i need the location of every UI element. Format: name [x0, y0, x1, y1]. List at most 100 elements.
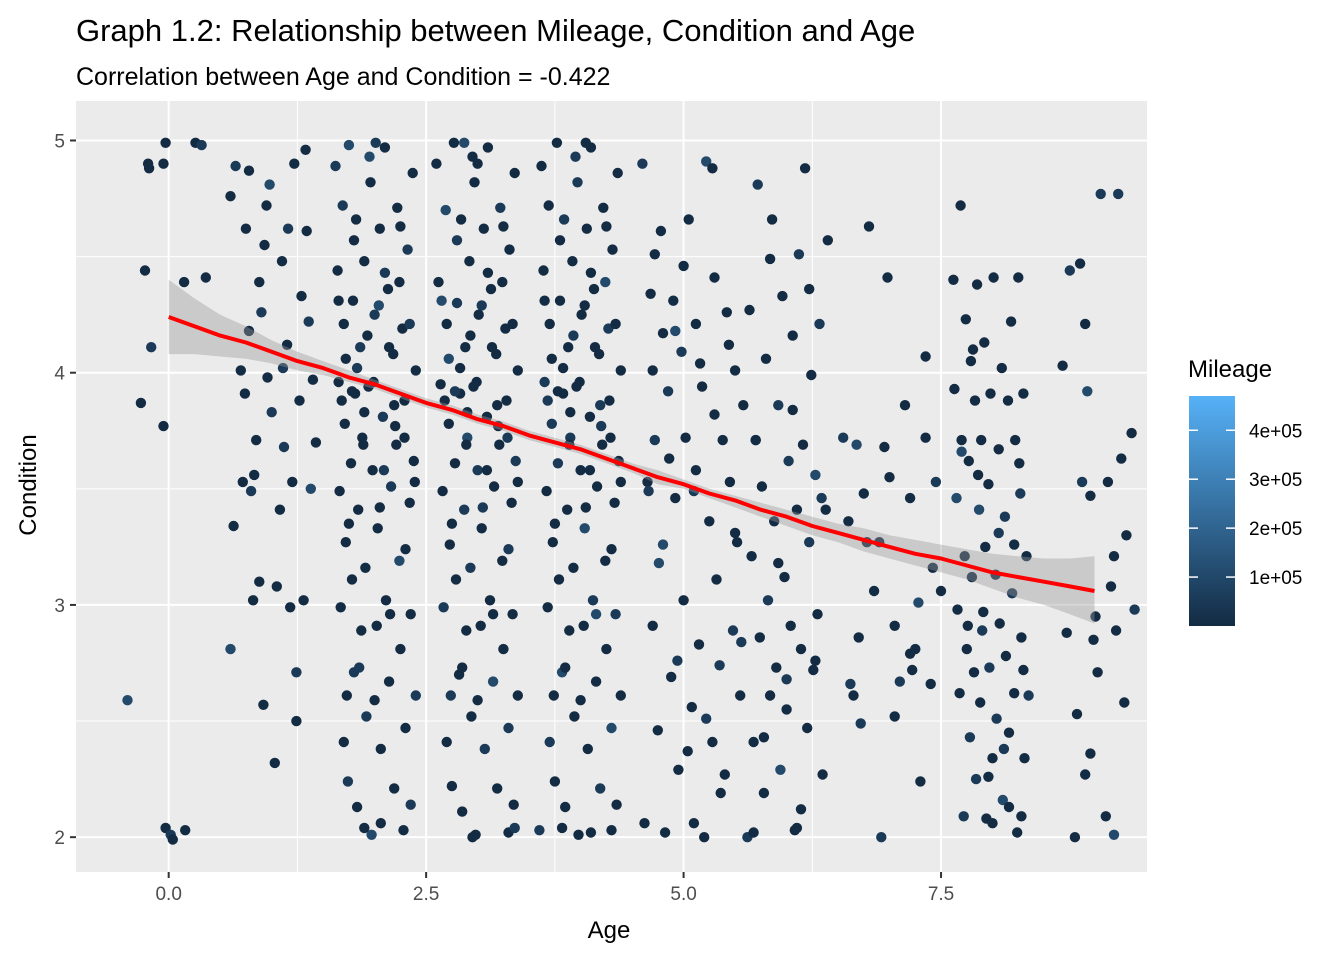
data-point	[752, 179, 763, 190]
data-point	[448, 137, 460, 148]
data-point	[374, 502, 385, 513]
data-point	[449, 386, 461, 397]
data-point	[590, 676, 602, 687]
data-point	[372, 523, 383, 534]
data-point	[585, 827, 597, 838]
data-point	[549, 776, 561, 787]
data-point	[659, 827, 671, 838]
data-point	[642, 476, 653, 488]
data-point	[476, 523, 487, 534]
data-point	[300, 144, 311, 155]
data-point	[310, 437, 322, 448]
data-point	[1002, 395, 1014, 406]
data-point	[539, 376, 550, 388]
data-point	[802, 722, 813, 734]
data-point	[552, 458, 564, 469]
data-point	[486, 342, 498, 353]
data-point	[882, 272, 893, 283]
data-point	[495, 202, 506, 213]
data-point	[1126, 427, 1137, 439]
data-point	[342, 776, 354, 787]
data-point	[612, 167, 623, 179]
chart-title: Graph 1.2: Relationship between Mileage,…	[76, 13, 915, 48]
data-point	[804, 537, 815, 548]
data-point	[983, 771, 994, 782]
data-point	[554, 295, 566, 306]
data-point	[814, 318, 825, 330]
data-point	[1110, 625, 1122, 636]
data-point	[704, 516, 715, 527]
data-point	[476, 300, 487, 311]
data-point	[512, 365, 523, 376]
data-point	[546, 418, 557, 429]
data-point	[235, 365, 246, 376]
data-point	[791, 822, 803, 834]
y-tick-label: 3	[54, 596, 65, 617]
data-point	[965, 355, 977, 367]
data-point	[978, 606, 989, 618]
data-point	[729, 527, 741, 539]
data-point	[600, 276, 611, 288]
data-point	[580, 502, 591, 513]
data-point	[445, 690, 456, 701]
data-point	[139, 265, 151, 276]
data-point	[492, 400, 503, 411]
data-point	[461, 625, 472, 636]
data-point	[758, 732, 770, 743]
data-point	[588, 283, 600, 295]
data-point	[985, 388, 996, 399]
data-point	[948, 274, 959, 285]
data-point	[1016, 632, 1027, 643]
legend-tick-label: 2e+05	[1249, 519, 1302, 540]
data-point	[563, 342, 574, 353]
data-points	[122, 137, 1140, 845]
data-point	[359, 822, 370, 834]
data-point	[999, 511, 1011, 522]
data-point	[996, 362, 1007, 374]
data-point	[701, 156, 712, 167]
data-point	[506, 497, 517, 508]
data-point	[736, 636, 747, 648]
data-point	[446, 518, 458, 529]
data-point	[1003, 801, 1015, 813]
data-point	[709, 272, 720, 283]
data-point	[409, 476, 420, 488]
data-point	[758, 787, 770, 799]
data-point	[760, 353, 772, 364]
data-point	[1016, 811, 1027, 822]
data-point	[579, 300, 590, 311]
data-point	[1064, 265, 1076, 276]
data-point	[334, 485, 345, 497]
data-point	[993, 444, 1004, 455]
data-point	[258, 699, 269, 710]
data-point	[553, 574, 565, 585]
data-point	[949, 383, 960, 395]
data-point	[595, 783, 606, 794]
data-point	[441, 736, 452, 748]
data-point	[956, 434, 967, 446]
data-point	[271, 581, 282, 592]
data-point	[1000, 650, 1012, 662]
data-point	[200, 272, 211, 283]
data-point	[373, 300, 384, 311]
data-point	[158, 420, 169, 432]
data-point	[465, 330, 476, 341]
data-point	[303, 316, 314, 327]
data-point	[482, 267, 494, 278]
data-point	[498, 221, 509, 232]
data-point	[261, 200, 272, 211]
data-point	[777, 290, 788, 302]
x-tick-label: 0.0	[155, 884, 181, 905]
data-point	[451, 297, 463, 309]
data-point	[997, 794, 1008, 806]
data-point	[405, 799, 416, 810]
data-point	[647, 620, 658, 631]
data-point	[1102, 476, 1114, 488]
data-point	[930, 476, 942, 488]
data-point	[714, 660, 725, 671]
data-point	[987, 818, 998, 829]
data-point	[1100, 811, 1112, 822]
data-point	[254, 276, 265, 288]
data-point	[225, 643, 236, 655]
data-point	[764, 253, 776, 265]
